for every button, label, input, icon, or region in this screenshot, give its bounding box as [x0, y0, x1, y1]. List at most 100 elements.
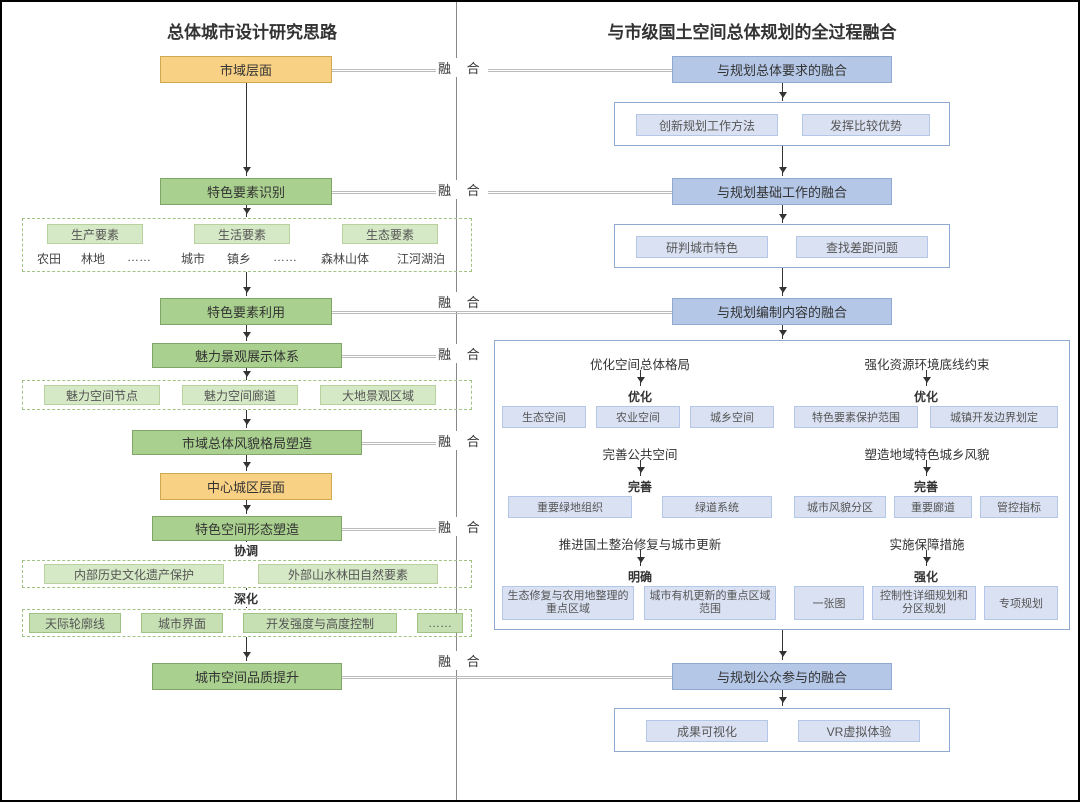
ronghe-3: 融 合 — [436, 292, 488, 311]
r4-a: 成果可视化 — [646, 720, 768, 742]
ronghe-5: 融 合 — [436, 431, 488, 450]
l8-b: 城市界面 — [141, 613, 223, 633]
r3-c1-i0: 生态空间 — [502, 406, 586, 428]
arrow-r4-panel — [782, 690, 783, 706]
r3-c4-i1: 重要廊道 — [894, 496, 972, 518]
a-c3 — [640, 460, 641, 476]
r3-c2-tag: 优化 — [910, 388, 942, 405]
l2b-b: 林地 — [74, 250, 112, 267]
r3-c6-i2: 专项规划 — [984, 586, 1058, 620]
a-c1 — [640, 370, 641, 386]
left-l3-green: 特色要素利用 — [160, 298, 332, 325]
r2-a: 研判城市特色 — [636, 236, 768, 258]
ronghe-7: 融 合 — [436, 651, 488, 670]
hlink-7 — [342, 676, 672, 679]
l2-c: 生态要素 — [342, 224, 438, 244]
arrow-r1-r2 — [782, 146, 783, 176]
r2-b: 查找差距问题 — [796, 236, 928, 258]
l8-c: 开发强度与高度控制 — [243, 613, 397, 633]
ronghe-1: 融 合 — [436, 58, 488, 77]
r3-c4-i0: 城市风貌分区 — [794, 496, 886, 518]
ronghe-4: 融 合 — [436, 344, 488, 363]
r3-c3-i1: 绿道系统 — [662, 496, 772, 518]
r1-b: 发挥比较优势 — [802, 114, 930, 136]
r3-c2-i0: 特色要素保护范围 — [794, 406, 918, 428]
arrow-l5-l6 — [246, 455, 247, 471]
left-l4-green: 魅力景观展示体系 — [152, 343, 342, 368]
r4-b: VR虚拟体验 — [798, 720, 920, 742]
arrow-l1-l2 — [246, 83, 247, 176]
l2b-d: 城市 — [174, 250, 212, 267]
l7-label: 协调 — [228, 542, 264, 559]
a-c5 — [640, 550, 641, 566]
arrow-l8-l9 — [246, 637, 247, 661]
arrow-l3-l4 — [246, 325, 247, 341]
arrow-r3-r4 — [782, 630, 783, 660]
arrow-r2-panel — [782, 205, 783, 223]
a-c2 — [926, 370, 927, 386]
r3-c5-i0: 生态修复与农用地整理的重点区域 — [502, 586, 634, 620]
hlink-1 — [332, 69, 672, 72]
l2b-f: …… — [266, 250, 304, 264]
r3-c1-i1: 农业空间 — [596, 406, 680, 428]
l4-c: 大地景观区域 — [320, 385, 436, 405]
arrow-r1-panel — [782, 83, 783, 101]
arrow-l6-l7 — [246, 500, 247, 514]
right-r3-blue: 与规划编制内容的融合 — [672, 298, 892, 325]
r3-c6-i0: 一张图 — [794, 586, 864, 620]
arrow-l4-l5 — [246, 410, 247, 428]
hlink-2 — [332, 191, 672, 194]
l2b-e: 镇乡 — [220, 250, 258, 267]
r3-c2-i1: 城镇开发边界划定 — [930, 406, 1058, 428]
r3-c5-tag: 明确 — [624, 568, 656, 585]
r3-c5-i1: 城市有机更新的重点区域范围 — [644, 586, 776, 620]
diagram-canvas: 总体城市设计研究思路 与市级国土空间总体规划的全过程融合 市域层面 特色要素识别… — [0, 0, 1080, 802]
right-r4-blue: 与规划公众参与的融合 — [672, 663, 892, 690]
right-r2-blue: 与规划基础工作的融合 — [672, 178, 892, 205]
r3-c4-i2: 管控指标 — [980, 496, 1058, 518]
left-l9-green: 城市空间品质提升 — [152, 663, 342, 690]
left-l6-orange: 中心城区层面 — [160, 473, 332, 500]
a-c4 — [926, 460, 927, 476]
r3-c4-tag: 完善 — [910, 478, 942, 495]
r3-c3-tag: 完善 — [624, 478, 656, 495]
arrow-l4-panel — [246, 368, 247, 380]
r3-c6-title: 实施保障措施 — [792, 534, 1062, 553]
right-r1-blue: 与规划总体要求的融合 — [672, 56, 892, 83]
l2b-a: 农田 — [30, 250, 68, 267]
left-l1-orange: 市域层面 — [160, 56, 332, 83]
l7-a: 内部历史文化遗产保护 — [44, 564, 224, 584]
arrow-r2-r3 — [782, 268, 783, 296]
r3-c6-tag: 强化 — [910, 568, 942, 585]
hlink-3 — [332, 311, 672, 314]
r3-c6-i1: 控制性详细规划和分区规划 — [872, 586, 976, 620]
arrow-l2-panel — [246, 205, 247, 217]
left-l5-green: 市域总体风貌格局塑造 — [132, 430, 362, 455]
r3-c1-tag: 优化 — [624, 388, 656, 405]
l4-a: 魅力空间节点 — [44, 385, 160, 405]
r3-c1-i2: 城乡空间 — [690, 406, 774, 428]
r3-c3-i0: 重要绿地组织 — [508, 496, 632, 518]
l8-label: 深化 — [228, 590, 264, 607]
arrow-l2-l3 — [246, 272, 247, 296]
left-l7-green: 特色空间形态塑造 — [152, 516, 342, 541]
l7-b: 外部山水林田自然要素 — [258, 564, 438, 584]
r1-a: 创新规划工作方法 — [636, 114, 778, 136]
l2-b: 生活要素 — [194, 224, 290, 244]
ronghe-6: 融 合 — [436, 517, 488, 536]
left-column-title: 总体城市设计研究思路 — [132, 18, 372, 43]
l2-a: 生产要素 — [47, 224, 143, 244]
l2b-h: 江河湖泊 — [388, 250, 454, 267]
l2b-g: 森林山体 — [312, 250, 378, 267]
left-l2-green: 特色要素识别 — [160, 178, 332, 205]
r3-c2-title: 强化资源环境底线约束 — [792, 354, 1062, 373]
a-c6 — [926, 550, 927, 566]
l8-d: …… — [417, 613, 463, 633]
l8-a: 天际轮廓线 — [29, 613, 121, 633]
l4-b: 魅力空间廊道 — [182, 385, 298, 405]
r3-c4-title: 塑造地域特色城乡风貌 — [792, 444, 1062, 463]
ronghe-2: 融 合 — [436, 180, 488, 199]
right-column-title: 与市级国土空间总体规划的全过程融合 — [562, 18, 942, 43]
l2b-c: …… — [120, 250, 158, 264]
arrow-r3-panel — [782, 325, 783, 339]
